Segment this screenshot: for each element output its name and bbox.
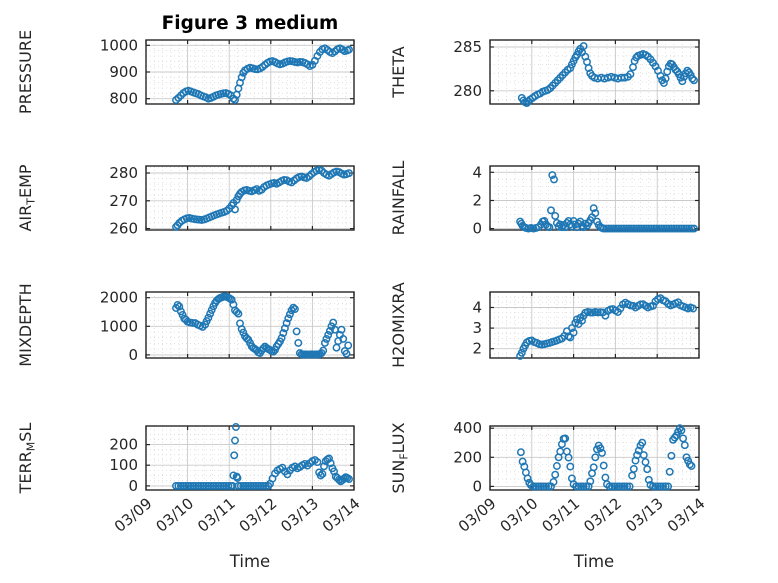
ylabel-terr_msl: TERRMSL <box>16 423 38 495</box>
ytick-label: 285 <box>453 38 482 56</box>
series-h2omixra <box>516 294 698 360</box>
series-terr_msl <box>172 423 353 490</box>
axes-box <box>489 291 700 359</box>
ytick-label: 260 <box>109 220 138 238</box>
xtick-label: 03/12 <box>236 494 281 536</box>
ytick-label: 800 <box>109 90 138 108</box>
axes-background <box>146 426 354 490</box>
ytick-label: 0 <box>472 477 482 495</box>
ytick-label: 280 <box>109 164 138 182</box>
ylabel-sun_flux: SUNFLUX <box>389 422 411 493</box>
xtick-label: 03/13 <box>622 494 667 536</box>
ytick-label: 400 <box>453 419 482 437</box>
ytick-label: 200 <box>109 436 138 454</box>
xtick-label: 03/12 <box>580 494 625 536</box>
ylabel-rainfall: RAINFALL <box>389 161 408 236</box>
subplot-pressure: 800 900 1000 PRESSURE <box>16 30 355 114</box>
subplot-theta: 280 285 THETA <box>389 38 700 108</box>
subplot-rainfall: 0 2 4 RAINFALL <box>389 161 700 238</box>
axes-box <box>145 425 355 491</box>
axes-box <box>489 39 700 105</box>
axes-box <box>489 165 700 231</box>
axes-box <box>489 425 700 491</box>
ylabel-h2omixra: H2OMIXRA <box>389 282 408 368</box>
xtick-label: 03/13 <box>277 494 322 536</box>
ytick-label: 280 <box>453 82 482 100</box>
ytick-label: 4 <box>472 163 482 181</box>
xlabel-left: Time <box>229 552 270 571</box>
xtick-label: 03/11 <box>194 494 239 536</box>
ylabel-pressure: PRESSURE <box>16 30 35 114</box>
ytick-label: 270 <box>109 192 138 210</box>
xlabel-right: Time <box>573 552 614 571</box>
ytick-label: 0 <box>472 220 482 238</box>
ytick-label: 4 <box>472 299 482 317</box>
axes-box <box>145 291 355 359</box>
series-pressure <box>172 44 353 104</box>
ylabel-airtemp: AIRTEMP <box>16 164 38 231</box>
subplot-airtemp: 260 270 280 AIRTEMP <box>16 164 355 238</box>
ytick-label: 900 <box>109 63 138 81</box>
subplot-mixdepth: 0 1000 2000 MIXDEPTH <box>16 283 355 367</box>
series-sun_flux <box>516 424 696 491</box>
xtick-label: 03/10 <box>497 494 542 536</box>
xtick-label: 03/14 <box>664 494 709 536</box>
xtick-label: 03/09 <box>455 494 500 536</box>
ytick-label: 1000 <box>100 36 138 54</box>
series-mixdepth <box>172 292 353 359</box>
xtick-label: 03/09 <box>111 494 156 536</box>
subplot-h2omixra: 2 3 4 H2OMIXRA <box>389 282 700 368</box>
ylabel-mixdepth: MIXDEPTH <box>16 283 35 366</box>
ytick-label: 100 <box>109 456 138 474</box>
xtick-label: 03/11 <box>538 494 583 536</box>
series-theta <box>517 42 698 108</box>
figure-title: Figure 3 medium <box>162 13 339 34</box>
ytick-label: 0 <box>128 477 138 495</box>
ytick-label: 2 <box>472 192 482 210</box>
ytick-label: 0 <box>128 346 138 364</box>
xtick-label: 03/14 <box>319 494 364 536</box>
ytick-label: 3 <box>472 319 482 337</box>
ytick-label: 2 <box>472 340 482 358</box>
series-rainfall <box>516 171 698 233</box>
series-airtemp <box>172 165 353 231</box>
axes-box <box>145 165 355 231</box>
ytick-label: 1000 <box>100 317 138 335</box>
xtick-label: 03/10 <box>152 494 197 536</box>
ytick-label: 200 <box>453 448 482 466</box>
ytick-label: 2000 <box>100 289 138 307</box>
ylabel-theta: THETA <box>389 46 408 98</box>
